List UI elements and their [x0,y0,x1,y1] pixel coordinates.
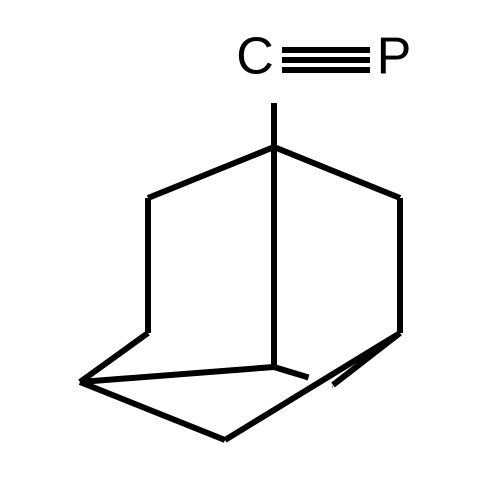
bond [274,367,309,378]
atom-label: C [236,28,274,86]
bond [80,382,225,440]
bond [80,367,274,382]
atom-label: P [377,28,412,86]
bond [225,333,400,440]
bond [148,147,274,198]
bond [333,333,400,385]
bond [274,147,400,198]
